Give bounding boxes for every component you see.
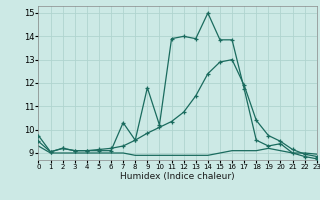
X-axis label: Humidex (Indice chaleur): Humidex (Indice chaleur) [120, 172, 235, 181]
